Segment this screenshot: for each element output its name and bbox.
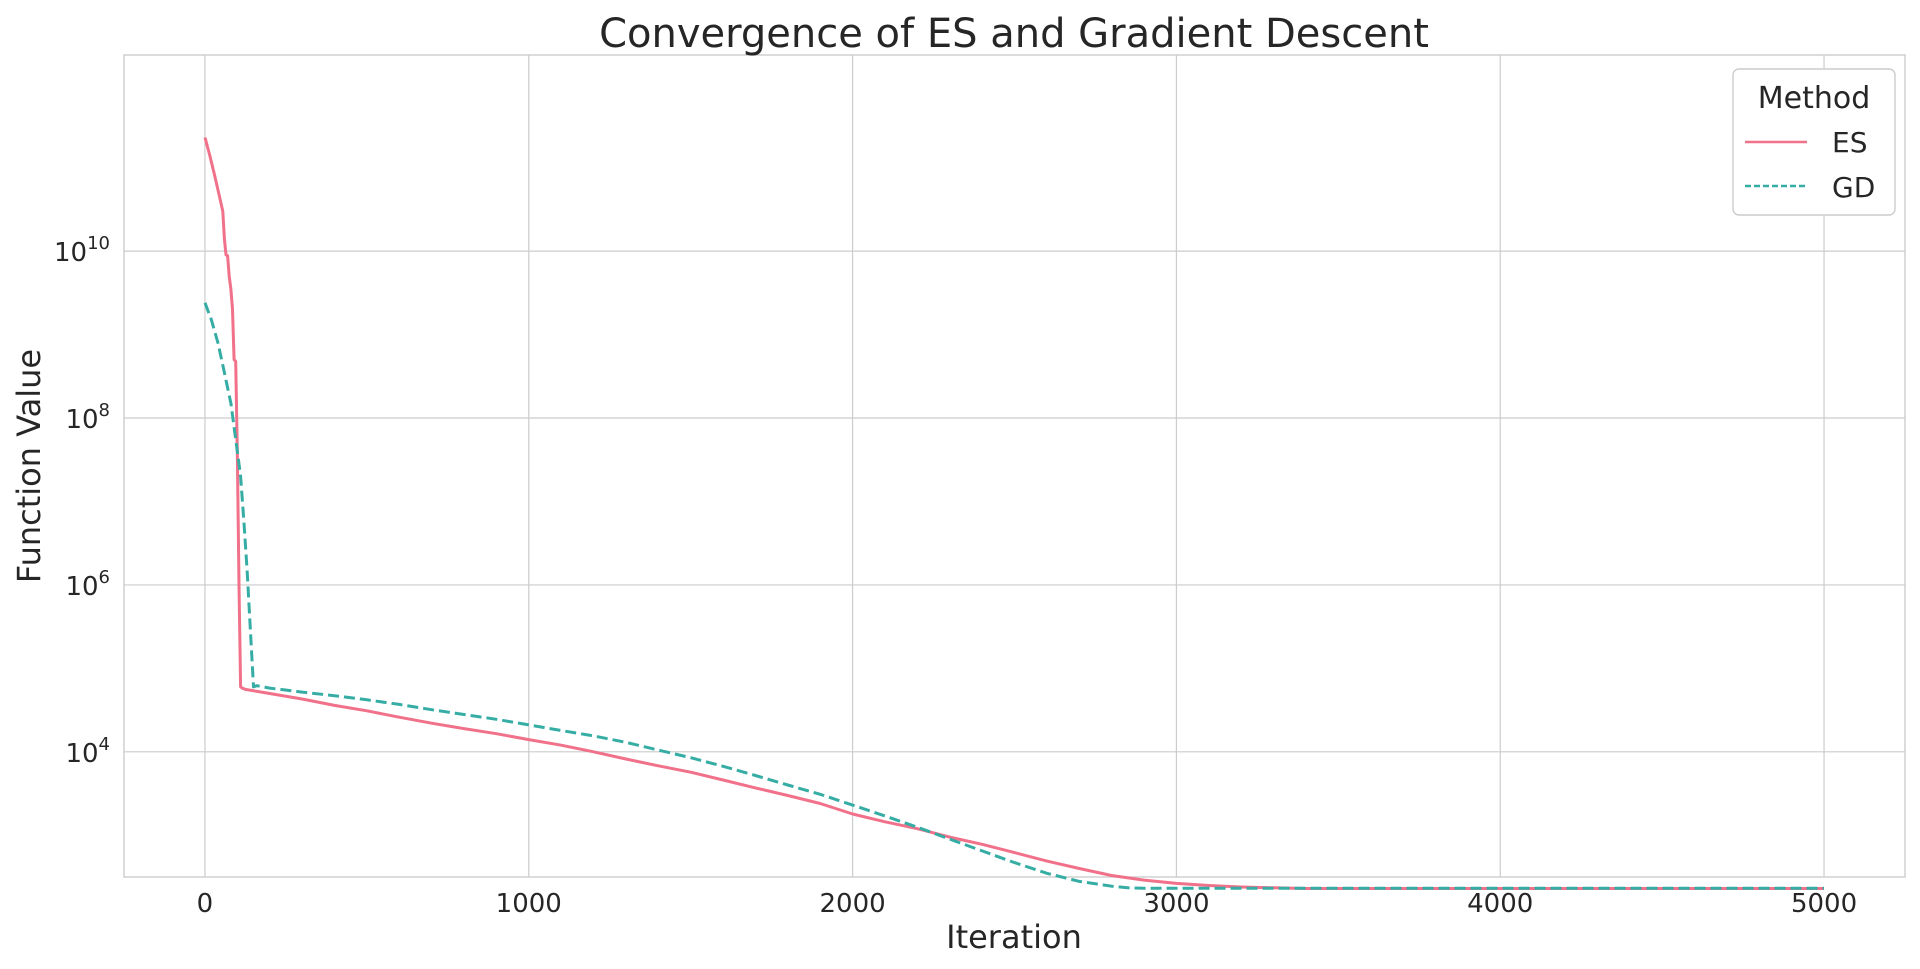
y-axis-label: Function Value [10, 349, 48, 583]
series-lines [203, 137, 1824, 890]
tick-labels: 0 1000 2000 3000 4000 5000 104 106 108 1010 [54, 233, 1857, 919]
legend-label-es: ES [1832, 126, 1867, 159]
x-tick-label: 0 [197, 889, 214, 919]
legend: Method ES GD [1732, 68, 1896, 216]
x-tick-label: 1000 [496, 889, 562, 919]
legend-box [1732, 68, 1896, 216]
y-tick-label: 1010 [54, 233, 110, 268]
x-tick-label: 3000 [1143, 889, 1209, 919]
plot-frame [123, 54, 1906, 878]
legend-title: Method [1758, 81, 1871, 116]
x-tick-label: 5000 [1791, 889, 1857, 919]
x-axis-label: Iteration [946, 918, 1082, 956]
y-tick-label: 106 [65, 567, 110, 602]
chart-title: Convergence of ES and Gradient Descent [599, 11, 1429, 57]
y-tick-label: 108 [65, 400, 110, 435]
y-tick-label: 104 [65, 734, 110, 769]
x-tick-label: 2000 [820, 889, 886, 919]
series-line-es [203, 137, 1824, 890]
x-tick-label: 4000 [1467, 889, 1533, 919]
legend-label-gd: GD [1832, 171, 1875, 204]
